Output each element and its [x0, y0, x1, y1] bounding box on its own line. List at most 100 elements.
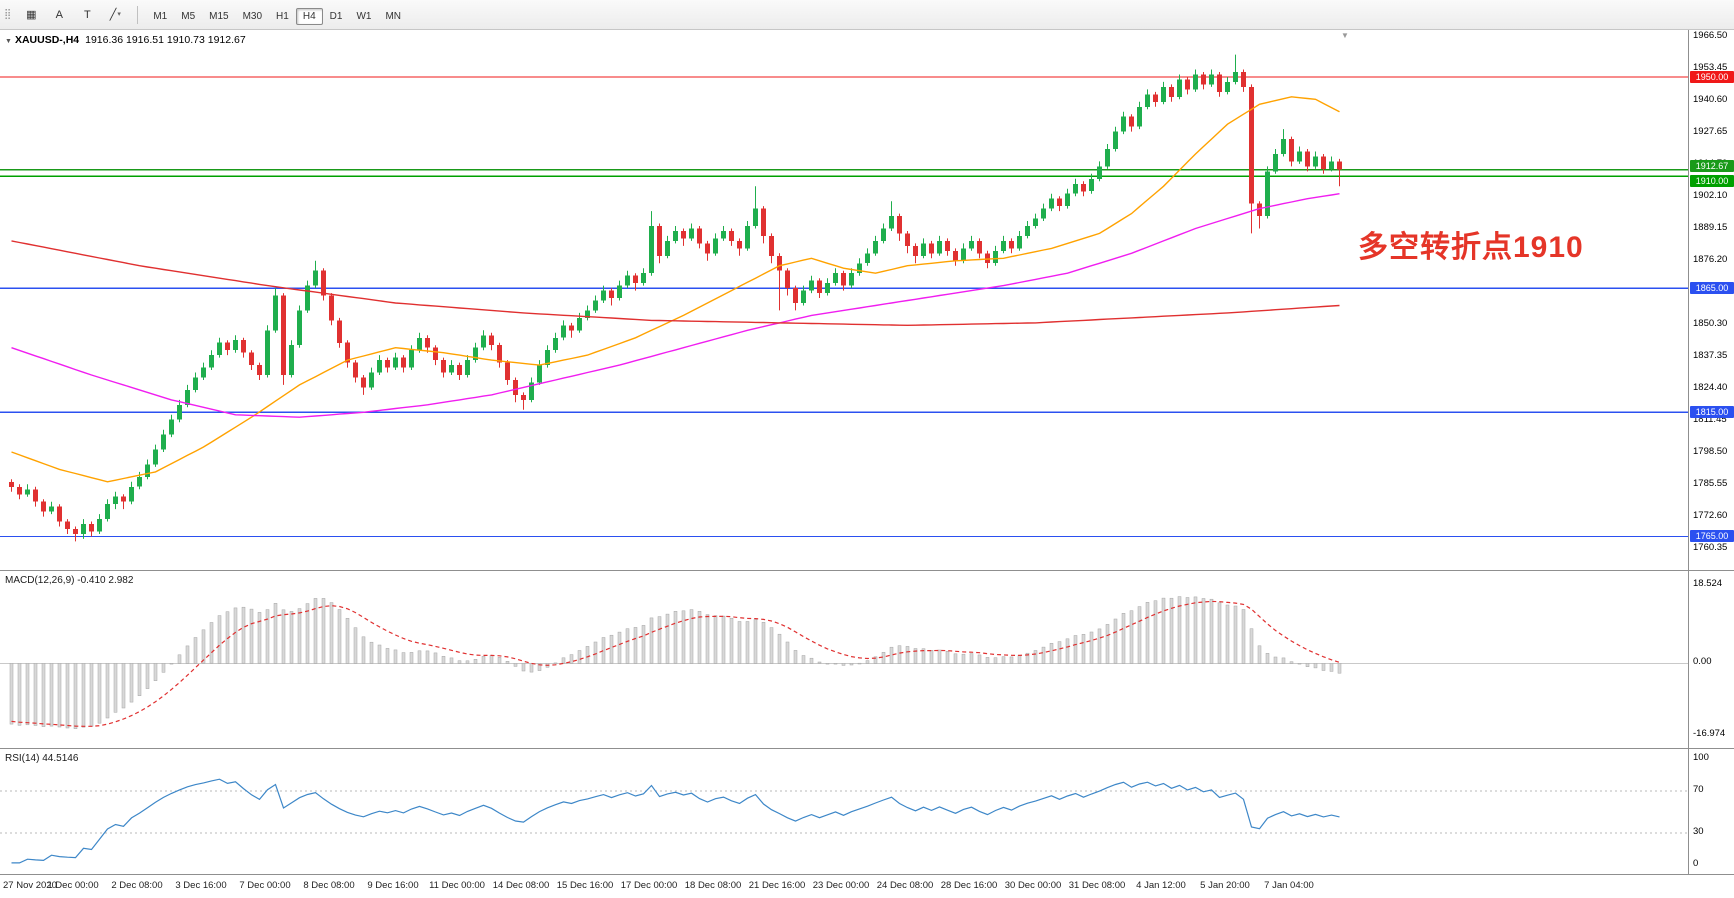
candle — [585, 310, 590, 318]
rsi-indicator-panel[interactable]: RSI(14) 44.5146 — [0, 748, 1734, 874]
candle — [705, 243, 710, 254]
candle — [713, 238, 718, 254]
macd-histogram-bar — [705, 614, 710, 664]
candle — [905, 233, 910, 246]
candle — [521, 394, 526, 400]
price-tick: 1798.50 — [1693, 446, 1728, 457]
macd-histogram-bar — [1089, 631, 1094, 664]
tf-M15[interactable]: M15 — [209, 10, 229, 22]
ma-mid-magenta[interactable] — [11, 193, 1340, 418]
ma-fast-orange[interactable] — [11, 96, 1340, 483]
tf-H1[interactable]: H1 — [276, 10, 289, 22]
macd-histogram-bar — [649, 617, 654, 664]
candle — [145, 464, 150, 477]
candle — [593, 300, 598, 311]
candle — [1033, 218, 1038, 226]
candle — [25, 489, 30, 495]
candle — [185, 389, 190, 405]
candle — [209, 355, 214, 368]
macd-histogram-bar — [1225, 604, 1230, 664]
candle — [153, 449, 158, 465]
macd-axis-tick: -16.974 — [1693, 728, 1726, 739]
macd-axis-tick: 0.00 — [1693, 656, 1712, 667]
macd-histogram-bar — [329, 602, 334, 664]
candle — [953, 250, 958, 261]
time-axis[interactable]: 27 Nov 2020 1 Dec 00:00 2 Dec 08:00 3 Dec 1… — [0, 874, 1734, 898]
macd-histogram-bar — [1265, 653, 1270, 664]
candle — [105, 504, 110, 520]
rsi-axis-tick: 100 — [1693, 752, 1709, 763]
toolbar-grip[interactable]: ⣿ — [4, 9, 12, 20]
candle — [329, 295, 334, 321]
tf-H4[interactable]: H4 — [295, 7, 323, 25]
macd-histogram-bar — [449, 657, 454, 664]
candle — [721, 231, 726, 239]
macd-histogram-bar — [961, 653, 966, 664]
candle — [529, 382, 534, 400]
tf-M30[interactable]: M30 — [242, 10, 263, 22]
macd-histogram-bar — [305, 603, 310, 664]
tf-M5[interactable]: M5 — [181, 10, 196, 22]
macd-histogram-bar — [585, 646, 590, 664]
candle — [201, 367, 206, 378]
macd-histogram-bar — [337, 609, 342, 664]
macd-canvas[interactable] — [0, 571, 1688, 748]
macd-histogram-bar — [529, 663, 534, 673]
chart-annotation-text[interactable]: 多空转折点1910 — [1358, 231, 1584, 264]
macd-histogram-bar — [369, 641, 374, 664]
candle — [665, 240, 670, 256]
candle — [457, 365, 462, 375]
macd-indicator-panel[interactable]: MACD(12,26,9) -0.410 2.982 — [0, 570, 1734, 748]
tf-D1[interactable]: D1 — [329, 10, 343, 22]
candle — [1177, 79, 1182, 97]
macd-histogram-bar — [809, 657, 814, 664]
macd-histogram-bar — [753, 619, 758, 664]
chart-menu-icon[interactable]: ▼ — [5, 38, 12, 45]
price-axis[interactable]: 1966.501953.451940.601927.651914.701902.… — [1688, 30, 1734, 874]
macd-histogram-bar — [105, 663, 110, 719]
macd-histogram-bar — [793, 650, 798, 664]
macd-histogram-bar — [313, 598, 318, 664]
price-tick: 1772.60 — [1693, 510, 1728, 521]
macd-histogram-bar — [33, 663, 38, 726]
rsi-canvas[interactable] — [0, 749, 1688, 874]
tf-MN[interactable]: MN — [385, 10, 401, 22]
candle — [193, 377, 198, 390]
macd-histogram-bar — [1297, 663, 1302, 665]
candle — [17, 486, 22, 495]
tf-M1[interactable]: M1 — [153, 10, 168, 22]
macd-histogram-bar — [561, 657, 566, 664]
chart-grid-icon[interactable]: ▦ — [26, 8, 37, 21]
cursor-tool-a[interactable]: A — [55, 8, 63, 21]
time-label: 27 Nov 2020 — [3, 880, 57, 891]
candle — [761, 208, 766, 236]
price-chart-panel[interactable]: ▼ XAUUSD-,H4 1916.36 1916.51 1910.73 1912.… — [0, 30, 1734, 570]
candle — [121, 496, 126, 502]
shapes-tool[interactable]: ╱ ▾ — [109, 8, 121, 21]
candle — [577, 317, 582, 331]
ma-slow-red[interactable] — [11, 240, 1340, 327]
tool-buttons: ▦ A T ╱ ▾ — [17, 3, 129, 26]
chart-title: ▼ XAUUSD-,H4 1916.36 1916.51 1910.73 1912.… — [5, 34, 246, 46]
chart-shift-marker-icon[interactable]: ▼ — [1341, 31, 1349, 40]
tf-W1[interactable]: W1 — [356, 10, 372, 22]
macd-histogram-bar — [833, 663, 838, 665]
candle — [1137, 106, 1142, 127]
candle — [633, 275, 638, 284]
price-chart-canvas[interactable] — [0, 30, 1688, 570]
text-tool[interactable]: T — [83, 8, 91, 21]
candle — [33, 489, 38, 502]
macd-histogram-bar — [729, 617, 734, 664]
macd-histogram-bar — [1113, 618, 1118, 664]
candle — [1273, 154, 1278, 172]
candle — [1289, 139, 1294, 162]
macd-histogram-bar — [625, 628, 630, 664]
macd-histogram-bar — [785, 641, 790, 664]
price-tick: 1850.30 — [1693, 318, 1728, 329]
price-tick: 1927.65 — [1693, 126, 1728, 137]
time-label: 30 Dec 00:00 — [1004, 880, 1062, 891]
candle — [1321, 156, 1326, 169]
candle — [921, 243, 926, 256]
macd-histogram-bar — [801, 655, 806, 664]
candle — [1265, 171, 1270, 217]
